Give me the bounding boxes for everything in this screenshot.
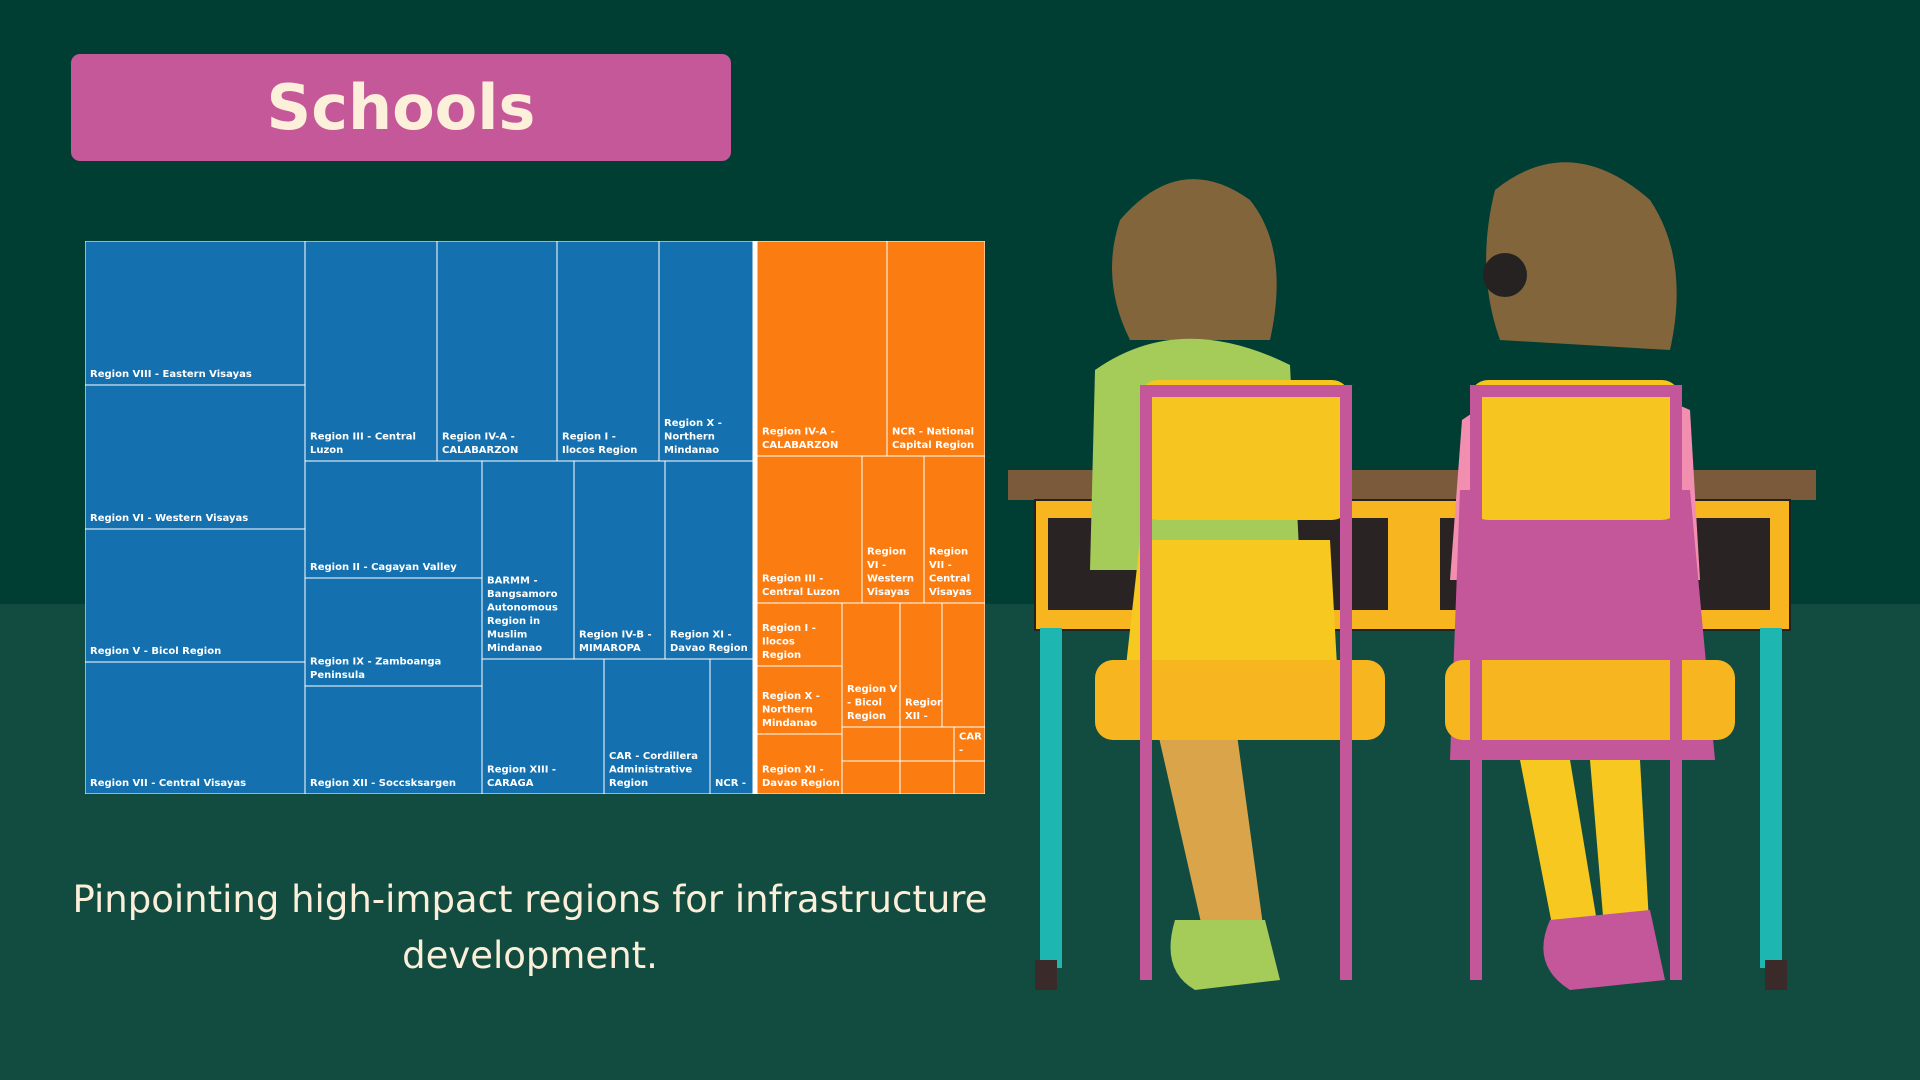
treemap-cell-label: Region III - Central Luzon xyxy=(310,432,416,457)
treemap-cell-label: Region IX - Zamboanga Peninsula xyxy=(310,657,441,682)
treemap-cell[interactable] xyxy=(841,760,901,794)
students-illustration xyxy=(1008,162,1816,990)
treemap-cell[interactable] xyxy=(756,241,888,457)
treemap-cell[interactable] xyxy=(603,658,711,794)
treemap-cell[interactable] xyxy=(886,241,985,457)
page-title: Schools xyxy=(266,71,536,144)
treemap-cell-label: Region VII -Central Visayas xyxy=(929,547,972,599)
treemap-cell[interactable] xyxy=(85,661,306,794)
treemap-cell[interactable] xyxy=(304,241,438,462)
treemap-cell-label: Region IV-B -MIMAROPA xyxy=(579,630,652,655)
treemap-cell-label: CAR - xyxy=(959,732,982,757)
treemap-cell[interactable] xyxy=(85,528,306,663)
treemap-cell[interactable] xyxy=(85,241,306,386)
treemap-cell[interactable] xyxy=(304,577,483,687)
treemap-cell[interactable] xyxy=(899,602,943,728)
treemap-cell-label: NCR - National Capital Region xyxy=(892,427,974,452)
treemap-cell[interactable] xyxy=(899,760,955,794)
treemap-chart: Region VIII - Eastern Visayas Region VI -… xyxy=(85,241,985,794)
treemap-cell[interactable] xyxy=(664,460,754,660)
treemap-cell-label: Region X -Northern Mindanao xyxy=(762,691,820,729)
treemap-cell-label: Region XII - xyxy=(905,698,944,723)
treemap-cell-label: Region VI - Western Visayas xyxy=(90,513,248,524)
treemap-cell-label: Region VII - Central Visayas xyxy=(90,778,246,789)
treemap-cell-label: Region XIII -CARAGA xyxy=(487,765,556,790)
treemap-cell-label: Region V - Bicol Region xyxy=(90,646,221,657)
treemap-cell-label: Region VIII - Eastern Visayas xyxy=(90,369,252,380)
chair-left-illustration xyxy=(1095,380,1385,980)
treemap-cell[interactable] xyxy=(573,460,666,660)
treemap-cell-label: Region IV-A -CALABARZON xyxy=(762,427,838,452)
treemap-cell[interactable] xyxy=(861,455,925,604)
treemap-cell[interactable] xyxy=(304,685,483,794)
treemap-cell-label: Region X -Northern Mindanao xyxy=(664,418,722,456)
treemap-cell-label: Region VI -Western Visayas xyxy=(867,547,914,599)
title-banner xyxy=(74,57,728,158)
treemap-cell[interactable] xyxy=(841,602,901,728)
treemap-cell-label: Region I -Ilocos Region xyxy=(562,432,637,457)
treemap-cell-label: Region IV-A -CALABARZON xyxy=(442,432,518,457)
treemap-cell[interactable] xyxy=(436,241,558,462)
treemap-cell-label: Region I -Ilocos Region xyxy=(762,623,816,661)
treemap-cell-label: Region XI -Davao Region xyxy=(762,765,840,790)
chair-right-illustration xyxy=(1445,380,1735,980)
treemap-cell[interactable] xyxy=(709,658,754,794)
treemap-cell[interactable] xyxy=(481,658,605,794)
treemap-cell[interactable] xyxy=(953,760,985,794)
treemap-cell[interactable] xyxy=(923,455,985,604)
treemap-cell[interactable] xyxy=(658,241,754,462)
treemap-cell[interactable] xyxy=(304,460,483,579)
treemap-cell-label: CAR - Cordillera Administrative Region xyxy=(609,751,698,789)
page-subtitle: Pinpointing high-impact regions for infr… xyxy=(72,878,988,977)
treemap-cell-label: Region III -Central Luzon xyxy=(762,574,840,599)
treemap-cell[interactable] xyxy=(85,384,306,530)
treemap-cell[interactable] xyxy=(756,455,863,604)
treemap-cell[interactable] xyxy=(756,602,843,667)
treemap-cell-label: Region XI -Davao Region xyxy=(670,630,748,655)
treemap-cell-label: NCR - xyxy=(715,778,746,789)
treemap-cell[interactable] xyxy=(556,241,660,462)
treemap-cell[interactable] xyxy=(841,726,901,762)
treemap-cell-label: Region XII - Soccsksargen xyxy=(310,778,456,789)
treemap-cell-label: BARMM -Bangsamoro Autonomous Region in Musl… xyxy=(487,576,558,655)
treemap-cell-label: Region II - Cagayan Valley xyxy=(310,562,457,573)
treemap-cell[interactable] xyxy=(941,602,985,728)
treemap-cell-label: Region V- Bicol Region xyxy=(847,684,898,722)
treemap-cell[interactable] xyxy=(899,726,955,762)
